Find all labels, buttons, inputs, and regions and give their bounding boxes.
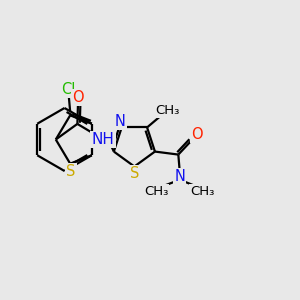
Text: S: S: [130, 166, 140, 181]
Text: O: O: [191, 127, 203, 142]
Text: CH₃: CH₃: [155, 103, 179, 116]
Text: N: N: [174, 169, 185, 184]
Text: CH₃: CH₃: [190, 185, 215, 198]
Text: S: S: [66, 164, 76, 179]
Text: O: O: [72, 90, 84, 105]
Text: N: N: [115, 114, 126, 129]
Text: CH₃: CH₃: [144, 185, 168, 198]
Text: Cl: Cl: [61, 82, 76, 97]
Text: NH: NH: [92, 132, 114, 147]
